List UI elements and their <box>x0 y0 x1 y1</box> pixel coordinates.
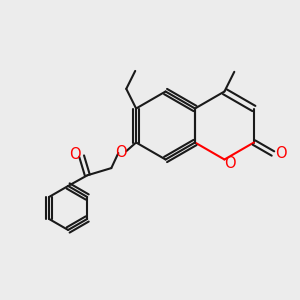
Text: O: O <box>69 147 80 162</box>
Text: O: O <box>224 156 235 171</box>
Text: O: O <box>116 145 127 160</box>
Text: O: O <box>275 146 287 161</box>
